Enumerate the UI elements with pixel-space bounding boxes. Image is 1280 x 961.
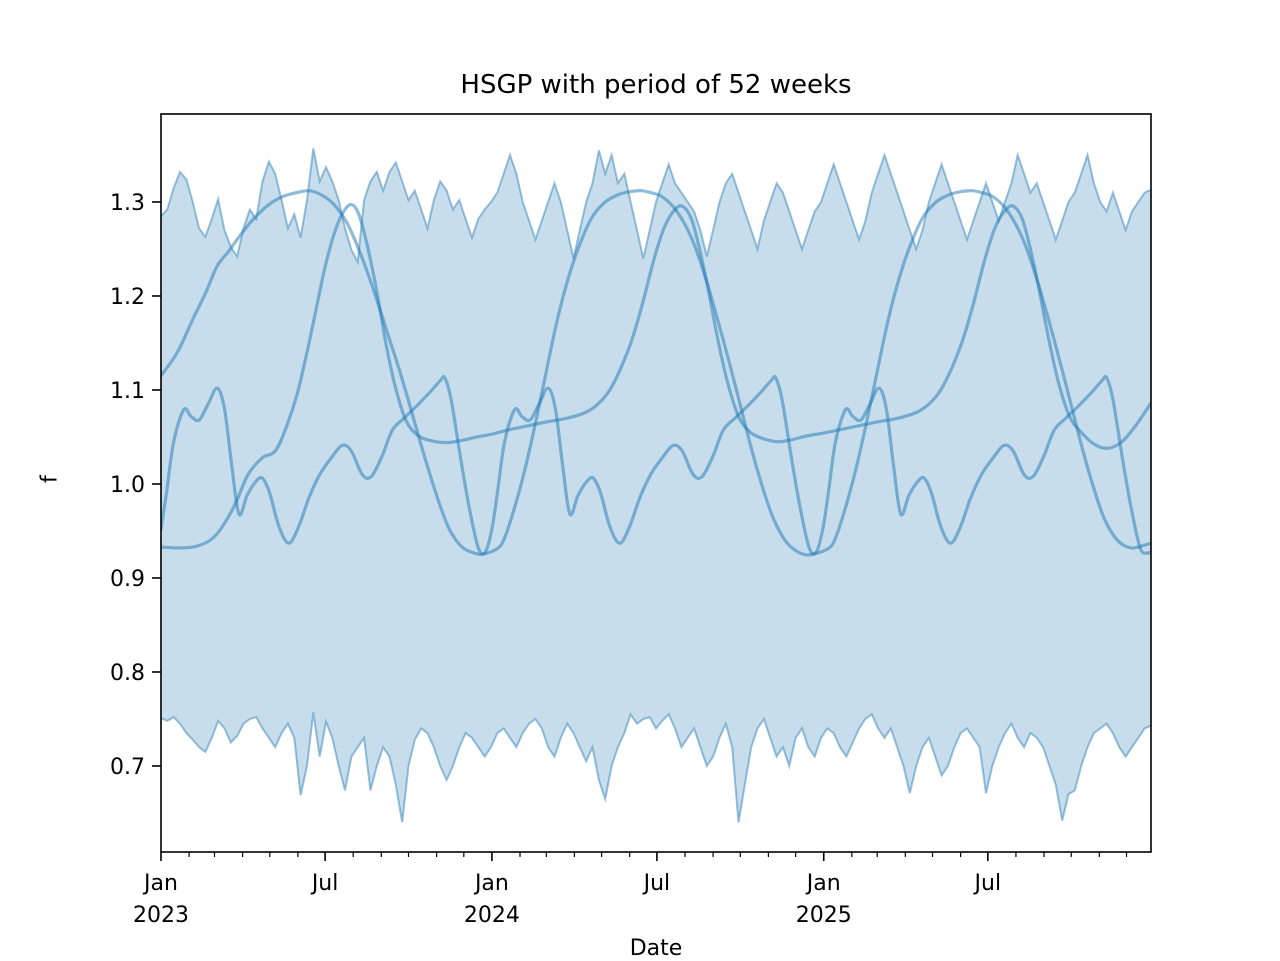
sample-2-sharp-line: [161, 202, 1151, 550]
y-tick-label: 0.9: [110, 567, 145, 592]
x-tick-label: Jul: [310, 871, 339, 896]
y-tick-label: 0.8: [110, 661, 145, 686]
hdi-band-lower-edge: [161, 712, 1151, 823]
sample-3-wiggly-line: [161, 374, 1151, 556]
hdi-band: [161, 148, 1151, 823]
chart-title: HSGP with period of 52 weeks: [460, 70, 852, 100]
hdi-band-upper-edge: [161, 148, 1151, 266]
axes-spines: [160, 113, 1152, 853]
y-tick-label: 0.7: [110, 755, 145, 780]
y-tick-label: 1.1: [110, 379, 145, 404]
x-tick-year-label: 2023: [133, 903, 189, 928]
y-tick-label: 1.0: [110, 473, 145, 498]
y-tick-label: 1.3: [110, 191, 145, 216]
y-tick-label: 1.2: [110, 285, 145, 310]
x-tick-label: Jul: [642, 871, 671, 896]
x-tick-label: Jan: [805, 871, 841, 896]
axes-interior: [161, 148, 1151, 823]
x-tick-year-label: 2024: [464, 903, 520, 928]
x-tick-label: Jul: [973, 871, 1002, 896]
sample-1-plateau-line: [161, 189, 1151, 557]
x-tick-year-label: 2025: [796, 903, 852, 928]
x-tick-label: Jan: [473, 871, 509, 896]
x-axis-label: Date: [629, 936, 683, 961]
x-tick-label: Jan: [142, 871, 178, 896]
